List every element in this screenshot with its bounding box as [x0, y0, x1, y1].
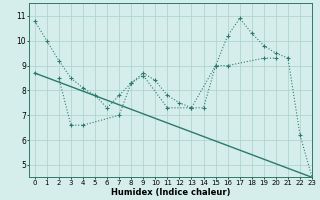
X-axis label: Humidex (Indice chaleur): Humidex (Indice chaleur): [111, 188, 230, 197]
